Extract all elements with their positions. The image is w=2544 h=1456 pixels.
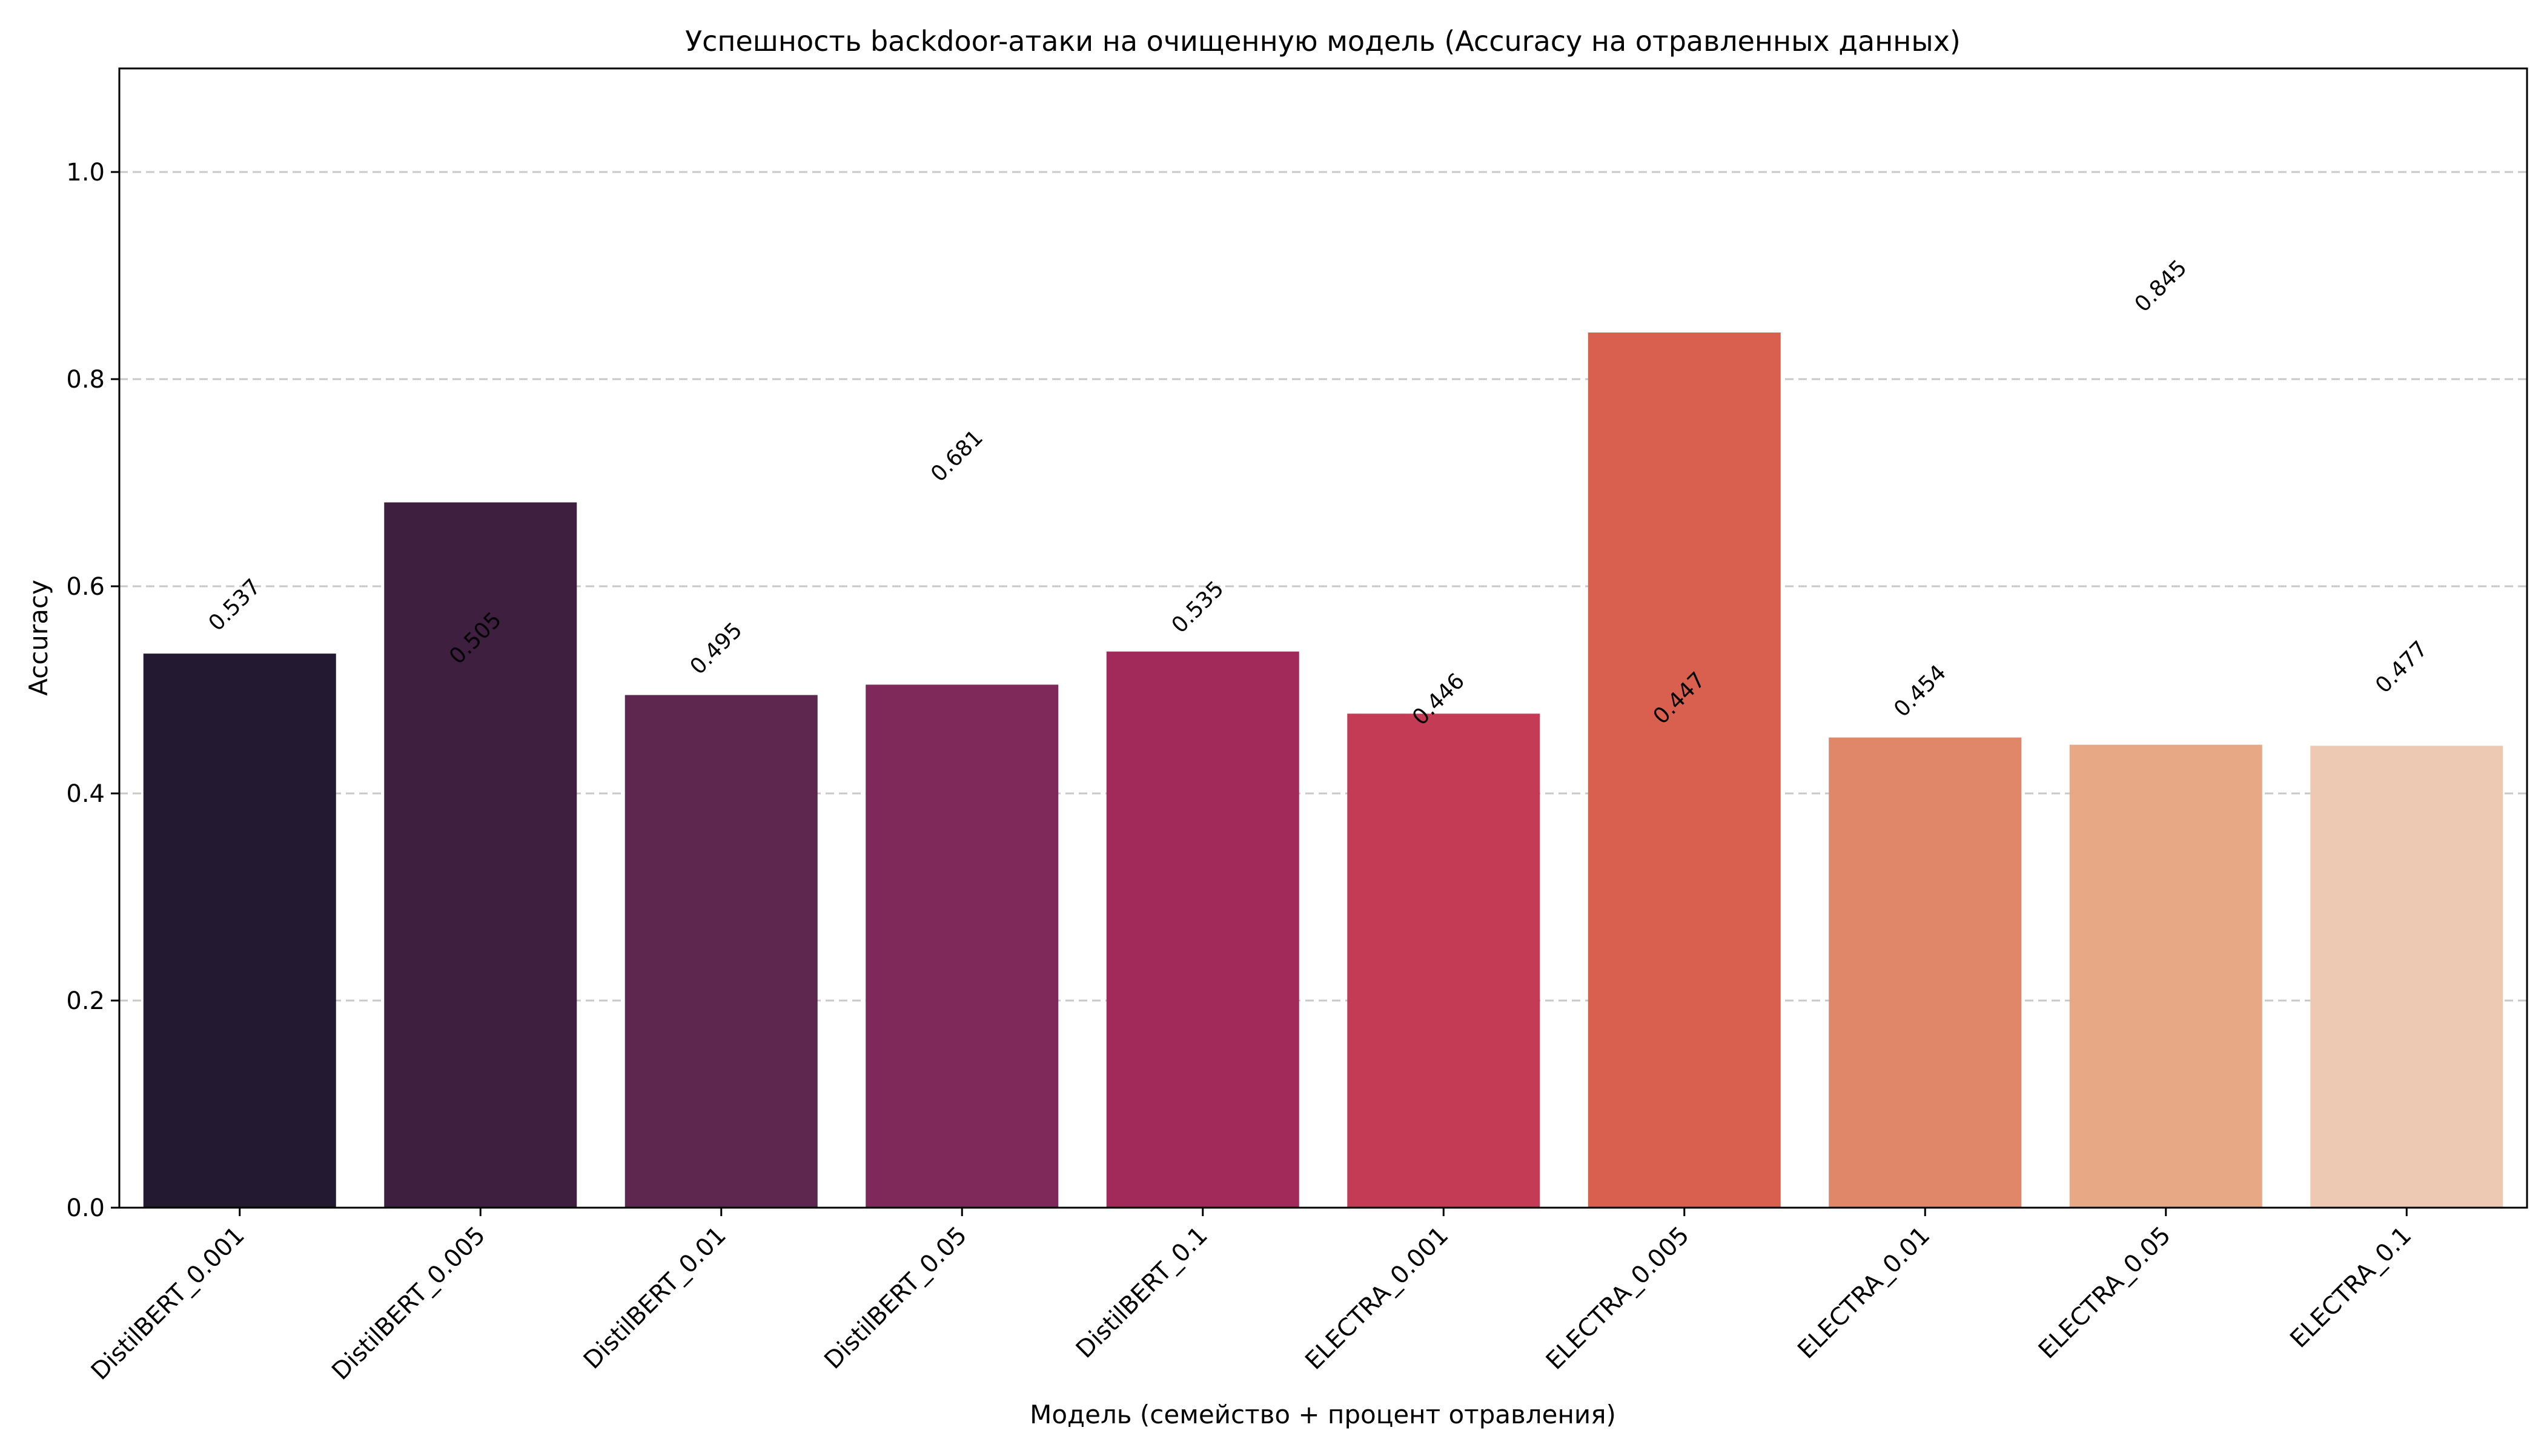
- x-tick-label: ELECTRA_0.005: [1541, 1222, 1695, 1375]
- x-tick-label: ELECTRA_0.01: [1792, 1222, 1935, 1365]
- x-tick-label: ELECTRA_0.001: [1300, 1222, 1454, 1375]
- y-tick-label: 0.6: [66, 573, 105, 601]
- y-tick-label: 0.0: [66, 1194, 105, 1222]
- x-tick-label: DistilBERT_0.001: [86, 1222, 250, 1386]
- data-label: 0.845: [2130, 256, 2192, 317]
- data-label: 0.681: [926, 425, 988, 487]
- bar: [1106, 651, 1299, 1208]
- data-label: 0.477: [2371, 637, 2433, 698]
- bar: [2310, 746, 2503, 1208]
- bar: [1347, 713, 1540, 1208]
- bars-layer: [143, 333, 2503, 1208]
- x-tick-label: ELECTRA_0.1: [2285, 1222, 2417, 1354]
- bar: [866, 684, 1059, 1208]
- data-label: 0.537: [204, 574, 266, 636]
- chart-title: Успешность backdoor-атаки на очищенную м…: [685, 25, 1961, 58]
- x-tick-label: DistilBERT_0.1: [1071, 1222, 1213, 1364]
- bar: [2069, 744, 2262, 1208]
- x-axis-title: Модель (семейство + процент отравления): [1030, 1400, 1616, 1429]
- y-tick-label: 0.2: [66, 987, 105, 1015]
- data-label: 0.495: [686, 618, 747, 680]
- bar: [1588, 333, 1781, 1208]
- plot-frame: [118, 67, 2528, 1209]
- x-tick-label: DistilBERT_0.01: [578, 1222, 732, 1375]
- bar: [384, 502, 577, 1208]
- data-label: 0.454: [1889, 660, 1951, 722]
- x-tick-label: DistilBERT_0.05: [819, 1222, 972, 1375]
- bar: [1829, 737, 2022, 1208]
- bar: [143, 654, 336, 1208]
- bar: [624, 695, 818, 1208]
- y-tick-label: 0.8: [66, 366, 105, 394]
- y-tick-label: 0.4: [66, 780, 105, 808]
- x-tick-label: DistilBERT_0.005: [326, 1222, 491, 1386]
- x-ticks: DistilBERT_0.001 DistilBERT_0.005 DistilBE…: [86, 1208, 2417, 1386]
- x-tick-label: ELECTRA_0.05: [2033, 1222, 2176, 1365]
- y-ticks: 0.0 0.2 0.4 0.6 0.8 1.0: [66, 159, 119, 1222]
- y-axis-title: Accuracy: [24, 580, 53, 696]
- y-tick-label: 1.0: [66, 159, 105, 187]
